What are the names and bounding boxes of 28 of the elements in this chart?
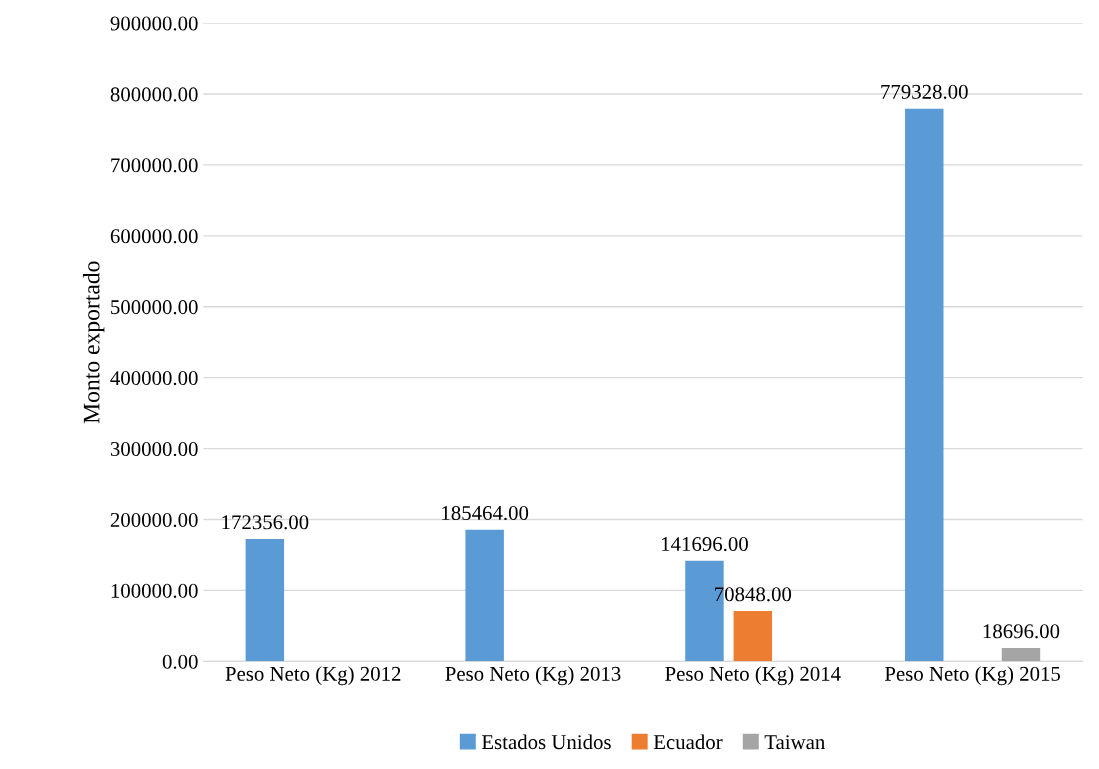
data-label: 18696.00: [983, 624, 1060, 639]
bar: [245, 539, 285, 662]
x-tick-label: Peso Neto (Kg) 2013: [445, 666, 621, 686]
y-tick-label: 600000.00: [110, 229, 198, 244]
x-tick-label: Peso Neto (Kg) 2014: [665, 666, 841, 686]
legend-label: Taiwan: [764, 735, 825, 750]
legend-label: Estados Unidos: [481, 734, 611, 750]
y-tick-label: 100000.00: [111, 583, 198, 598]
bar: [733, 611, 773, 662]
y-tick-label: 0.00: [162, 654, 198, 669]
x-tick-label: Peso Neto (Kg) 2012: [225, 666, 401, 686]
y-tick-label: 300000.00: [110, 441, 198, 457]
data-label: 172356.00: [222, 515, 309, 530]
data-label: 779328.00: [881, 84, 968, 99]
y-axis-title: Monto exportado: [82, 261, 105, 424]
bar: [905, 108, 944, 662]
y-tick-label: 400000.00: [110, 371, 198, 386]
data-label: 185464.00: [442, 505, 529, 521]
y-tick-label: 700000.00: [111, 158, 198, 173]
legend-label: Ecuador: [653, 734, 723, 750]
y-tick-label: 500000.00: [111, 300, 198, 315]
data-label: 141696.00: [662, 537, 748, 552]
x-tick-label: Peso Neto (Kg) 2015: [884, 666, 1061, 686]
bar: [1001, 648, 1041, 662]
y-tick-label: 900000.00: [110, 16, 198, 31]
y-tick-label: 200000.00: [110, 512, 198, 528]
bar: [465, 529, 504, 662]
y-tick-label: 800000.00: [110, 87, 198, 102]
